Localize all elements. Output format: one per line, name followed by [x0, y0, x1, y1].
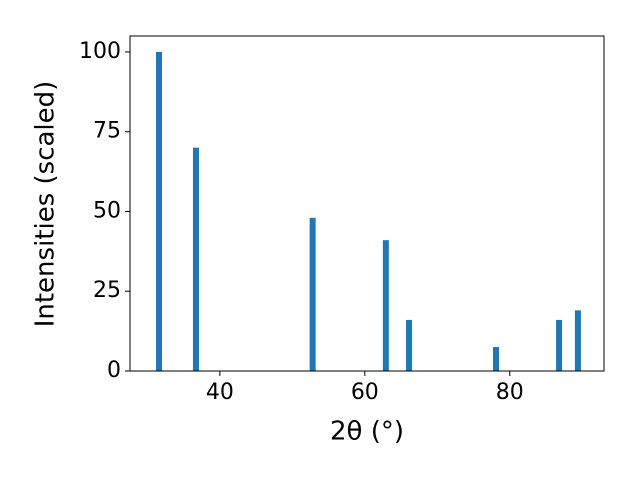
x-tick-label: 80 — [496, 380, 524, 405]
y-tick-label: 100 — [79, 39, 121, 64]
y-tick-label: 0 — [107, 358, 121, 383]
bar — [406, 319, 413, 371]
x-tick-label: 40 — [206, 380, 234, 405]
bar — [382, 240, 389, 371]
x-axis-label: 2θ (°) — [330, 417, 404, 447]
y-axis-label: Intensities (scaled) — [31, 81, 61, 328]
bar — [556, 319, 563, 371]
bar — [309, 217, 316, 371]
bar — [493, 347, 500, 371]
y-tick-label: 75 — [93, 119, 121, 144]
bar — [574, 310, 581, 371]
plot-frame — [129, 35, 605, 372]
bar — [155, 51, 162, 371]
y-tick-label: 50 — [93, 198, 121, 223]
x-tick-label: 60 — [351, 380, 379, 405]
y-tick-label: 25 — [93, 278, 121, 303]
bar — [192, 147, 199, 371]
